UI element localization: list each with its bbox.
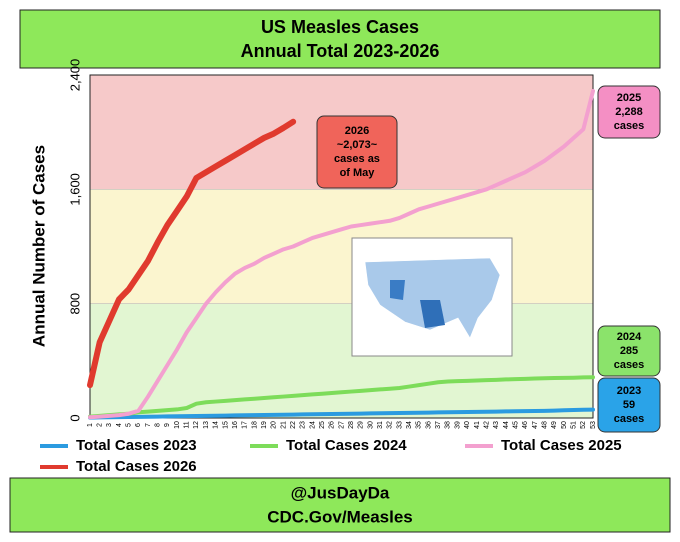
legend-label: Total Cases 2024 [286, 437, 407, 454]
x-tick-label: 46 [522, 421, 529, 429]
x-tick-label: 24 [309, 421, 316, 429]
x-tick-label: 38 [445, 421, 452, 429]
x-tick-label: 5 [126, 423, 133, 427]
x-tick-label: 50 [561, 421, 568, 429]
series-line [87, 118, 297, 389]
x-tick-label: 6 [135, 423, 142, 427]
x-tick-label: 28 [348, 421, 355, 429]
x-tick-label: 22 [290, 421, 297, 429]
x-tick-label: 52 [580, 421, 587, 429]
callout-text: 2025 [617, 92, 641, 104]
legend-label: Total Cases 2026 [76, 458, 197, 475]
x-tick-label: 53 [590, 421, 597, 429]
callout [597, 325, 661, 377]
background-band [90, 189, 593, 304]
x-tick-label: 40 [464, 421, 471, 429]
callout-text: of May [340, 167, 376, 179]
x-tick-label: 3 [106, 423, 113, 427]
callout-text: cases [614, 120, 645, 132]
y-tick-label: 800 [67, 293, 82, 315]
x-tick-label: 14 [213, 421, 220, 429]
x-tick-label: 23 [300, 421, 307, 429]
callout [597, 377, 661, 433]
x-tick-label: 48 [541, 421, 548, 429]
x-tick-label: 21 [280, 421, 287, 429]
x-tick-label: 16 [232, 421, 239, 429]
x-tick-label: 11 [184, 421, 191, 428]
callout [597, 85, 661, 139]
x-tick-label: 7 [145, 423, 152, 427]
x-tick-label: 8 [155, 423, 162, 427]
x-tick-label: 33 [396, 421, 403, 429]
callout [316, 115, 398, 189]
x-tick-label: 31 [377, 421, 384, 429]
map-shape [390, 280, 405, 300]
x-tick-label: 12 [193, 421, 200, 429]
x-tick-label: 32 [387, 421, 394, 429]
x-tick-label: 45 [512, 421, 519, 429]
background-band [90, 303, 593, 418]
x-tick-label: 44 [503, 421, 510, 429]
x-tick-label: 4 [116, 423, 123, 427]
callout-text: 2026 [345, 125, 369, 137]
callout-text: ~2,073~ [337, 139, 378, 151]
y-tick-label: 0 [67, 414, 82, 421]
x-tick-label: 47 [532, 421, 539, 429]
map-inset [351, 237, 513, 357]
x-tick-label: 20 [271, 421, 278, 429]
y-tick-label: 1,600 [67, 173, 82, 206]
x-tick-label: 35 [416, 421, 423, 429]
x-tick-label: 37 [435, 421, 442, 429]
x-tick-label: 43 [493, 421, 500, 429]
y-tick-label: 2,400 [67, 59, 82, 92]
footer-box [9, 477, 671, 533]
legend-label: Total Cases 2023 [76, 437, 197, 454]
footer-text: @JusDayDa [291, 483, 390, 502]
x-tick-label: 26 [329, 421, 336, 429]
x-tick-label: 9 [164, 423, 171, 427]
legend-label: Total Cases 2025 [501, 437, 622, 454]
x-tick-label: 51 [570, 421, 577, 429]
series-line [88, 407, 595, 420]
x-tick-label: 29 [358, 421, 365, 429]
series-line [88, 375, 595, 419]
x-tick-label: 34 [406, 421, 413, 429]
x-tick-label: 19 [261, 421, 268, 429]
callout-text: 2024 [617, 331, 642, 343]
x-tick-label: 15 [222, 421, 229, 429]
x-tick-label: 49 [551, 421, 558, 429]
x-tick-label: 39 [454, 421, 461, 429]
title-box [19, 9, 661, 69]
x-tick-label: 25 [319, 421, 326, 429]
callout-text: cases [614, 413, 645, 425]
x-tick-label: 41 [474, 421, 481, 429]
y-axis-label: Annual Number of Cases [29, 145, 48, 347]
callout-text: 2023 [617, 385, 641, 397]
callout-text: 2,288 [615, 106, 643, 118]
series-line [88, 89, 595, 420]
footer-text: CDC.Gov/Measles [267, 507, 413, 526]
chart-subtitle: Annual Total 2023-2026 [241, 41, 440, 61]
callout-text: cases as [334, 153, 380, 165]
x-tick-label: 30 [367, 421, 374, 429]
x-tick-label: 1 [87, 423, 94, 427]
x-tick-label: 10 [174, 421, 181, 429]
x-tick-label: 18 [251, 421, 258, 429]
x-tick-label: 42 [483, 421, 490, 429]
chart-title: US Measles Cases [261, 17, 419, 37]
plot-frame [89, 74, 594, 419]
x-tick-label: 27 [338, 421, 345, 429]
x-tick-label: 13 [203, 421, 210, 429]
x-tick-label: 36 [425, 421, 432, 429]
callout-text: 285 [620, 345, 638, 357]
map-shape [420, 300, 445, 328]
map-shape [364, 257, 501, 339]
callout-text: 59 [623, 399, 635, 411]
callout-text: cases [614, 359, 645, 371]
x-tick-label: 17 [242, 421, 249, 429]
x-tick-label: 2 [97, 423, 104, 427]
